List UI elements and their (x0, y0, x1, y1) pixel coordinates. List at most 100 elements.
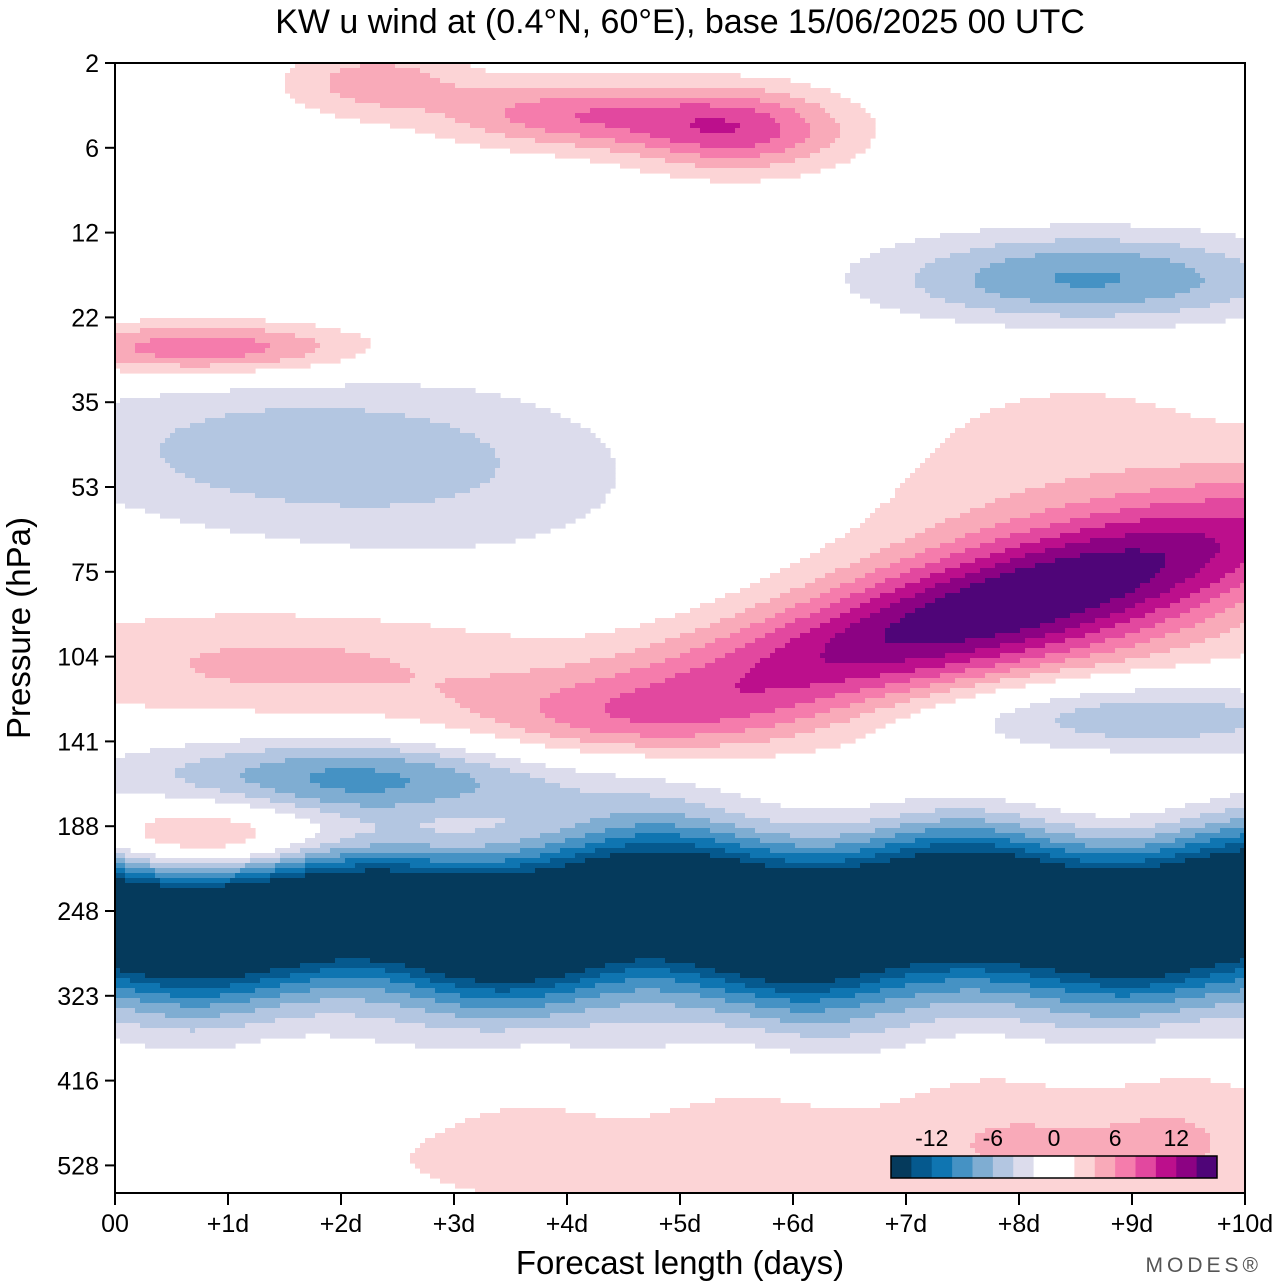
contour-cell (345, 858, 431, 864)
y-tick-label: 35 (71, 389, 99, 417)
contour-cell (1240, 988, 1245, 994)
contour-cell (650, 1113, 1245, 1119)
contour-cell (560, 688, 636, 694)
contour-cell (585, 1008, 716, 1014)
contour-cell (590, 818, 711, 824)
contour-cell (915, 1093, 1245, 1099)
contour-cell (1050, 698, 1245, 704)
contour-cell (1150, 638, 1206, 644)
contour-cell (665, 638, 716, 644)
contour-cell (360, 63, 396, 69)
contour-cell (550, 693, 621, 699)
contour-cell (600, 993, 701, 999)
x-axis-label: Forecast length (days) (516, 1244, 844, 1281)
contour-cell (1225, 843, 1245, 849)
contour-cell (385, 713, 481, 719)
contour-cell (310, 988, 386, 994)
contour-cell (790, 638, 831, 644)
contour-cell (915, 838, 1011, 844)
contour-cell (470, 773, 531, 779)
contour-cell (490, 763, 546, 769)
contour-cell (455, 1123, 1011, 1129)
contour-cell (1020, 628, 1066, 634)
contour-cell (995, 663, 1041, 669)
contour-cell (255, 708, 471, 714)
contour-cell (675, 1003, 756, 1009)
contour-cell (430, 1173, 1061, 1179)
contour-cell (885, 998, 1061, 1004)
contour-cell (895, 588, 926, 594)
contour-cell (735, 683, 811, 689)
contour-cell (510, 118, 581, 124)
contour-cell (925, 263, 991, 269)
contour-cell (115, 898, 1245, 904)
contour-cell (725, 118, 776, 124)
contour-cell (810, 553, 871, 559)
contour-cell (835, 978, 881, 984)
contour-cell (155, 838, 246, 844)
contour-cell (890, 543, 941, 549)
contour-cell (195, 668, 411, 674)
contour-cell (915, 608, 1086, 614)
contour-cell (310, 778, 411, 784)
contour-cell (280, 993, 411, 999)
contour-cell (495, 733, 551, 739)
contour-cell (1020, 813, 1096, 819)
contour-cell (1090, 643, 1136, 649)
contour-cell (745, 643, 786, 649)
contour-cell (175, 768, 246, 774)
contour-cell (440, 753, 496, 759)
contour-cell (305, 868, 366, 874)
contour-cell (335, 113, 446, 119)
contour-cell (1160, 848, 1201, 854)
contour-cell (830, 588, 866, 594)
contour-cell (205, 523, 566, 529)
contour-cell (845, 273, 916, 279)
contour-cell (210, 363, 311, 369)
contour-cell (920, 463, 1181, 469)
contour-cell (315, 1013, 356, 1019)
contour-cell (415, 1043, 521, 1049)
contour-cell (1170, 588, 1201, 594)
contour-cell (900, 823, 1021, 829)
contour-cell (1175, 998, 1245, 1004)
contour-cell (760, 658, 826, 664)
contour-cell (425, 1023, 591, 1029)
contour-cell (680, 653, 726, 659)
contour-cell (715, 1098, 781, 1104)
contour-cell (1200, 733, 1245, 739)
contour-cell (810, 128, 841, 134)
contour-cell (1140, 1013, 1245, 1019)
contour-cell (1110, 613, 1146, 619)
contour-cell (135, 988, 256, 994)
contour-cell (155, 818, 231, 824)
contour-cell (820, 998, 886, 1004)
contour-cell (1160, 1023, 1245, 1029)
contour-cell (115, 883, 161, 889)
contour-cell (265, 748, 401, 754)
contour-cell (310, 773, 401, 779)
contour-cell (970, 418, 1216, 424)
contour-cell (495, 468, 616, 474)
contour-cell (870, 803, 1036, 809)
contour-cell (1065, 543, 1221, 549)
contour-cell (410, 973, 446, 979)
contour-cell (115, 443, 161, 449)
contour-cell (320, 783, 406, 789)
contour-cell (490, 478, 616, 484)
contour-cell (750, 853, 876, 859)
contour-cell (820, 623, 851, 629)
contour-cell (115, 483, 211, 489)
contour-cell (1210, 558, 1245, 564)
contour-cell (1075, 728, 1236, 734)
contour-cell (1195, 483, 1245, 489)
contour-cell (755, 143, 796, 149)
contour-cell (455, 983, 556, 989)
contour-cell (1015, 708, 1076, 714)
contour-cell (980, 228, 1201, 234)
colorbar-swatch (1033, 1156, 1055, 1178)
contour-cell (970, 508, 1046, 514)
contour-cell (1050, 223, 1131, 229)
contour-cell (585, 968, 626, 974)
contour-cell (1090, 653, 1151, 659)
